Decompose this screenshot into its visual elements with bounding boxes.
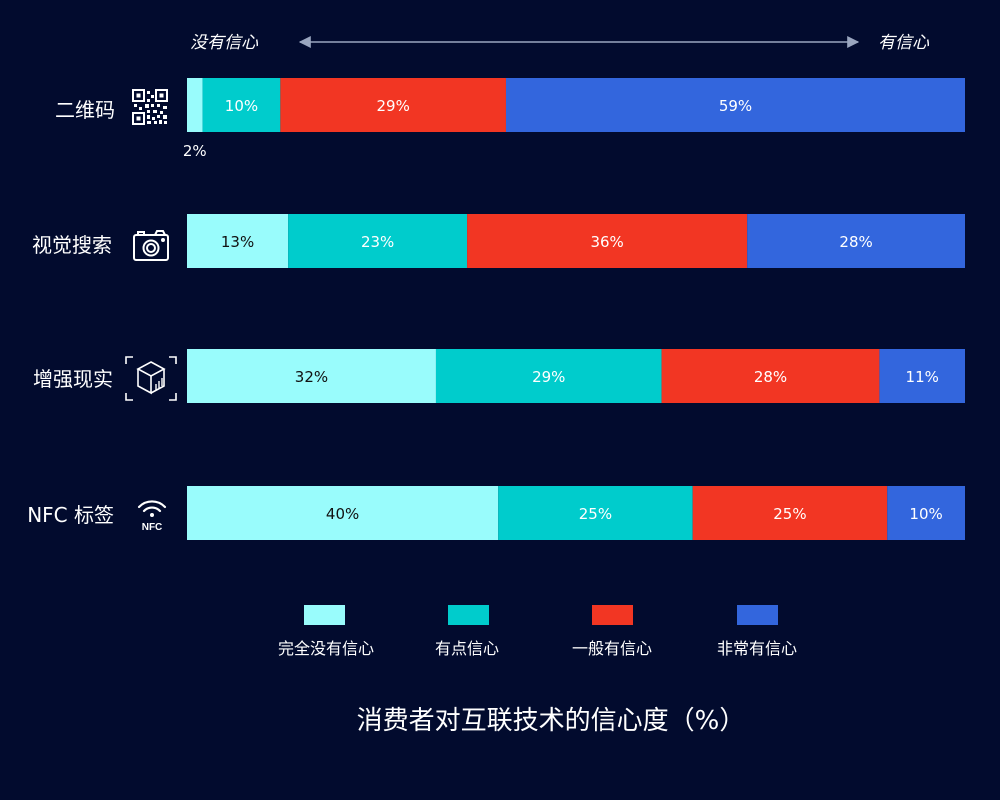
bar-segment-ar-fairly-confident xyxy=(661,349,880,403)
legend-swatch-fairly-confident xyxy=(592,605,633,625)
bar-segment-visual-search-fairly-confident xyxy=(467,214,748,268)
legend-swatch-somewhat-confident xyxy=(448,605,489,625)
legend-label-fairly-confident: 一般有信心 xyxy=(572,639,652,658)
svg-text:NFC: NFC xyxy=(142,522,163,533)
scale-right-label: 有信心 xyxy=(878,33,930,53)
category-label-visual-search: 视觉搜索 xyxy=(32,233,112,257)
scale-left-label: 没有信心 xyxy=(190,33,259,53)
nfc-icon: NFC xyxy=(137,500,167,533)
bar-segment-visual-search-very-confident xyxy=(747,214,965,268)
bar-segment-nfc-fairly-confident xyxy=(692,486,888,540)
data-label-qr-very-confident: 59% xyxy=(719,97,752,115)
bars-group: 2% 10% 29% 59% 13% 23% 36% 28% 32% 29% 28% 11% 40% 25… xyxy=(183,78,965,540)
data-label-nfc-fairly-confident: 25% xyxy=(773,505,806,523)
legend-label-very-confident: 非常有信心 xyxy=(717,639,797,658)
bar-segment-ar-very-confident xyxy=(879,349,965,403)
bar-segment-nfc-completely-no-confidence xyxy=(187,486,499,540)
data-label-nfc-very-confident: 10% xyxy=(909,505,942,523)
data-label-qr-completely-no-confidence: 2% xyxy=(183,142,207,160)
legend: 完全没有信心 有点信心 一般有信心 非常有信心 xyxy=(278,605,797,658)
category-label-nfc: NFC 标签 xyxy=(27,503,114,527)
bar-segment-ar-somewhat-confident xyxy=(435,349,662,403)
bar-segment-ar-completely-no-confidence xyxy=(187,349,436,403)
bar-segment-nfc-very-confident xyxy=(887,486,965,540)
ar-cube-icon xyxy=(125,356,177,401)
legend-label-somewhat-confident: 有点信心 xyxy=(435,639,499,658)
legend-label-completely-no-confidence: 完全没有信心 xyxy=(278,639,374,658)
bar-segment-qr-fairly-confident xyxy=(280,78,506,132)
bar-segment-nfc-somewhat-confident xyxy=(498,486,693,540)
data-label-qr-fairly-confident: 29% xyxy=(376,97,409,115)
category-label-qr: 二维码 xyxy=(55,98,115,122)
data-label-qr-somewhat-confident: 10% xyxy=(225,97,258,115)
camera-icon xyxy=(133,230,169,261)
data-label-nfc-somewhat-confident: 25% xyxy=(579,505,612,523)
data-label-visual-search-very-confident: 28% xyxy=(839,233,872,251)
data-label-ar-fairly-confident: 28% xyxy=(754,368,787,386)
data-label-ar-somewhat-confident: 29% xyxy=(532,368,565,386)
bar-segment-visual-search-somewhat-confident xyxy=(288,214,468,268)
data-label-visual-search-somewhat-confident: 23% xyxy=(361,233,394,251)
bar-segment-qr-somewhat-confident xyxy=(202,78,281,132)
data-label-nfc-completely-no-confidence: 40% xyxy=(326,505,359,523)
category-label-ar: 增强现实 xyxy=(33,367,113,391)
data-label-ar-completely-no-confidence: 32% xyxy=(295,368,328,386)
chart-title: 消费者对互联技术的信心度（%） xyxy=(357,706,746,736)
bar-segment-visual-search-completely-no-confidence xyxy=(187,214,289,268)
bar-segment-qr-very-confident xyxy=(505,78,965,132)
qr-code-icon xyxy=(132,89,168,125)
legend-swatch-very-confident xyxy=(737,605,778,625)
category-labels: 二维码 视觉搜索 增强现实 NFC 标签 xyxy=(27,98,115,527)
data-label-visual-search-completely-no-confidence: 13% xyxy=(221,233,254,251)
bar-segment-qr-completely-no-confidence xyxy=(187,78,203,132)
data-label-ar-very-confident: 11% xyxy=(906,368,939,386)
legend-swatch-completely-no-confidence xyxy=(304,605,345,625)
data-label-visual-search-fairly-confident: 36% xyxy=(590,233,623,251)
